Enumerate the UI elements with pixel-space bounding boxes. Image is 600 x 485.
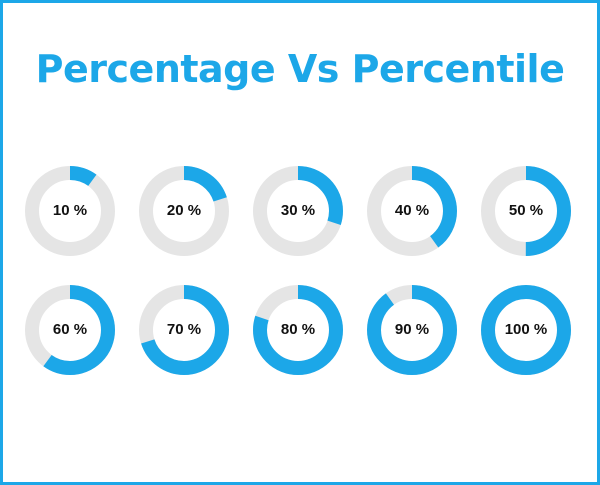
donut-ring xyxy=(253,285,343,375)
donut-ring xyxy=(481,285,571,375)
page-title: Percentage Vs Percentile xyxy=(35,47,565,91)
donut-10: 10 % xyxy=(24,165,116,257)
donut-ring xyxy=(139,285,229,375)
percent-label: 20 % xyxy=(166,202,202,219)
donut-50: 50 % xyxy=(480,165,572,257)
donut-30: 30 % xyxy=(252,165,344,257)
percent-label: 10 % xyxy=(52,202,88,219)
donut-arc xyxy=(25,285,115,375)
donut-40: 40 % xyxy=(366,165,458,257)
donut-arc xyxy=(253,285,343,375)
donut-100: 100 % xyxy=(480,284,572,376)
donut-90: 90 % xyxy=(366,284,458,376)
donut-ring xyxy=(25,285,115,375)
donut-arc xyxy=(139,166,229,256)
percent-label: 60 % xyxy=(52,321,88,338)
percent-label: 80 % xyxy=(280,321,316,338)
donut-60: 60 % xyxy=(24,284,116,376)
percent-label: 70 % xyxy=(166,321,202,338)
donut-arc xyxy=(481,166,571,256)
donut-ring xyxy=(481,166,571,256)
donut-ring xyxy=(367,285,457,375)
donut-grid: 10 % 20 % 30 % 40 % xyxy=(3,3,597,482)
donut-ring xyxy=(139,166,229,256)
percent-label: 30 % xyxy=(280,202,316,219)
donut-arc xyxy=(25,166,115,256)
donut-arc xyxy=(253,166,343,256)
donut-arc xyxy=(367,166,457,256)
donut-arc xyxy=(367,285,457,375)
donut-20: 20 % xyxy=(138,165,230,257)
donut-ring xyxy=(253,166,343,256)
donut-80: 80 % xyxy=(252,284,344,376)
donut-70: 70 % xyxy=(138,284,230,376)
percent-label: 50 % xyxy=(508,202,544,219)
percent-label: 40 % xyxy=(394,202,430,219)
donut-arc xyxy=(481,285,571,375)
donut-ring xyxy=(25,166,115,256)
percent-label: 100 % xyxy=(504,321,548,338)
donut-arc xyxy=(139,285,229,375)
percent-label: 90 % xyxy=(394,321,430,338)
donut-ring xyxy=(367,166,457,256)
